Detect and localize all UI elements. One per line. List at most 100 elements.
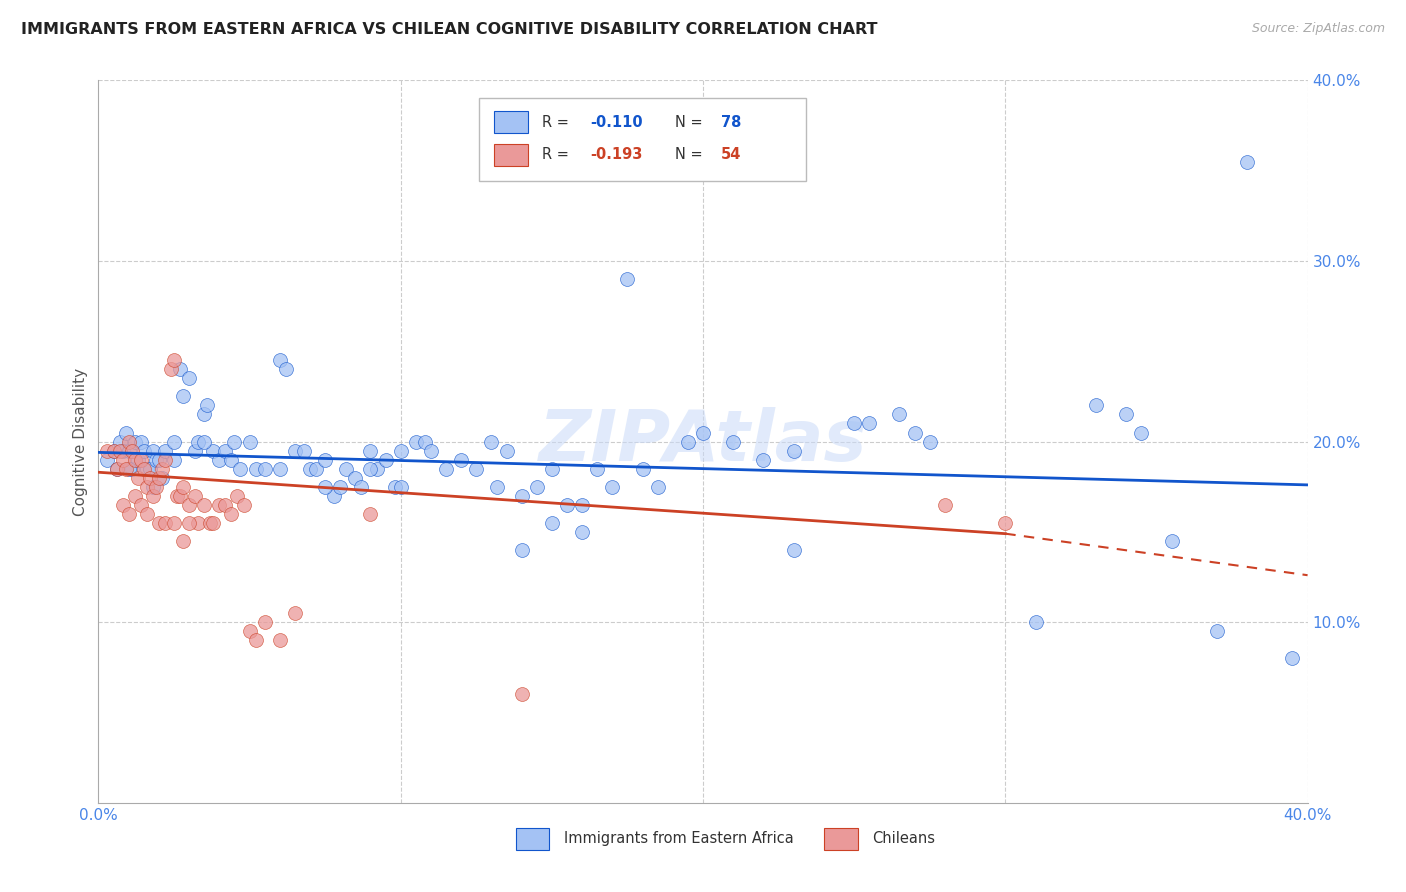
Point: [229, 461, 252, 475]
Point: [105, 461, 128, 475]
Point: [904, 425, 927, 440]
Point: [374, 452, 396, 467]
Point: [269, 353, 291, 368]
Text: R =: R =: [543, 115, 574, 129]
Point: [153, 452, 176, 467]
Point: [208, 498, 231, 512]
Point: [111, 443, 134, 458]
Text: ZIPAtlas: ZIPAtlas: [538, 407, 868, 476]
Point: [631, 461, 654, 475]
Point: [148, 516, 170, 530]
Point: [335, 461, 357, 475]
Point: [221, 507, 243, 521]
Point: [139, 471, 162, 485]
Point: [934, 498, 956, 512]
Point: [153, 516, 176, 530]
Point: [413, 434, 436, 449]
Point: [540, 461, 562, 475]
Point: [193, 408, 215, 422]
Point: [148, 471, 170, 485]
Point: [153, 443, 176, 458]
Point: [571, 524, 593, 539]
Point: [366, 461, 388, 475]
Point: [360, 443, 382, 458]
Point: [132, 461, 155, 475]
Point: [142, 489, 165, 503]
Point: [129, 434, 152, 449]
Point: [108, 443, 131, 458]
Point: [148, 452, 170, 467]
Point: [723, 434, 745, 449]
Point: [420, 443, 443, 458]
Point: [129, 498, 152, 512]
Y-axis label: Cognitive Disability: Cognitive Disability: [73, 368, 89, 516]
Point: [783, 443, 806, 458]
Point: [253, 615, 276, 630]
Point: [602, 480, 624, 494]
FancyBboxPatch shape: [494, 144, 527, 166]
Text: 78: 78: [721, 115, 741, 129]
Point: [1130, 425, 1153, 440]
Point: [103, 443, 125, 458]
Point: [1085, 398, 1108, 412]
Point: [889, 408, 911, 422]
Point: [135, 461, 157, 475]
Point: [245, 461, 267, 475]
Point: [135, 480, 157, 494]
Point: [132, 443, 155, 458]
FancyBboxPatch shape: [824, 828, 858, 850]
Point: [1281, 651, 1303, 665]
Point: [314, 452, 336, 467]
Point: [166, 489, 188, 503]
Point: [160, 362, 183, 376]
Point: [124, 434, 146, 449]
Point: [526, 480, 548, 494]
Point: [169, 489, 191, 503]
Point: [187, 434, 209, 449]
Point: [150, 461, 173, 475]
Point: [360, 507, 382, 521]
Point: [510, 489, 533, 503]
Point: [111, 452, 134, 467]
Point: [299, 461, 322, 475]
Point: [114, 425, 136, 440]
Point: [1024, 615, 1046, 630]
Point: [195, 398, 218, 412]
Point: [274, 362, 297, 376]
Point: [510, 687, 533, 701]
Point: [858, 417, 880, 431]
Point: [571, 498, 593, 512]
Point: [239, 434, 262, 449]
Point: [486, 480, 509, 494]
Point: [193, 498, 215, 512]
Point: [269, 461, 291, 475]
Point: [360, 461, 382, 475]
Point: [314, 480, 336, 494]
Point: [121, 443, 143, 458]
Point: [292, 443, 315, 458]
Point: [305, 461, 328, 475]
Point: [118, 434, 141, 449]
Point: [202, 443, 225, 458]
Point: [118, 461, 141, 475]
Point: [239, 624, 262, 639]
Point: [918, 434, 941, 449]
Point: [127, 471, 149, 485]
Point: [145, 452, 167, 467]
Point: [163, 452, 186, 467]
Point: [253, 461, 276, 475]
Point: [269, 633, 291, 648]
Point: [172, 389, 194, 403]
Point: [145, 480, 167, 494]
Point: [465, 461, 488, 475]
Point: [323, 489, 346, 503]
Point: [127, 452, 149, 467]
Point: [214, 443, 236, 458]
Point: [114, 461, 136, 475]
Point: [481, 434, 503, 449]
Point: [202, 516, 225, 530]
Point: [179, 498, 201, 512]
Point: [179, 516, 201, 530]
Point: [121, 461, 143, 475]
Point: [163, 434, 186, 449]
